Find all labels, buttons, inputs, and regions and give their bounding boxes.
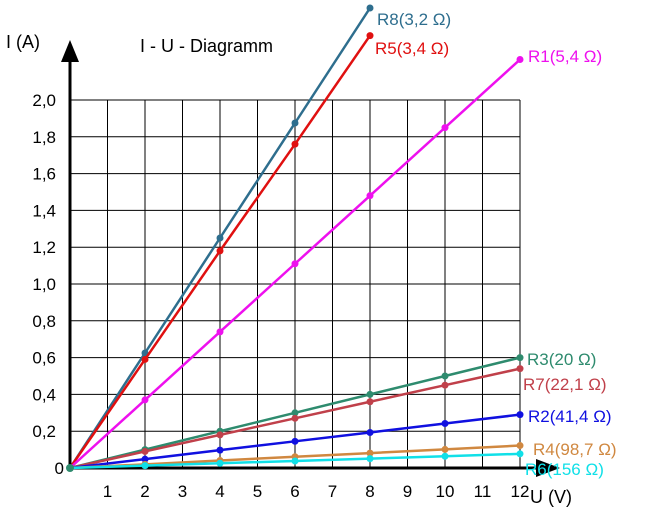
series-label: R2(41,4 Ω) bbox=[528, 407, 612, 426]
data-point bbox=[516, 411, 524, 419]
x-axis-label: U (V) bbox=[530, 487, 572, 507]
series-label: R6(156 Ω) bbox=[525, 460, 604, 479]
x-tick-label: 3 bbox=[178, 482, 187, 501]
data-point bbox=[216, 247, 224, 255]
data-point bbox=[366, 4, 374, 12]
y-tick-label: 2,0 bbox=[32, 91, 56, 110]
data-point bbox=[366, 390, 374, 398]
data-point bbox=[516, 354, 524, 362]
x-tick-label: 7 bbox=[328, 482, 337, 501]
x-tick-label: 5 bbox=[253, 482, 262, 501]
data-point bbox=[216, 446, 224, 454]
series-label: R7(22,1 Ω) bbox=[523, 375, 607, 394]
data-point bbox=[141, 355, 149, 363]
x-tick-label: 2 bbox=[140, 482, 149, 501]
y-tick-label: 1,6 bbox=[32, 165, 56, 184]
data-point bbox=[216, 459, 224, 467]
data-point bbox=[366, 428, 374, 436]
y-tick-label: 1,2 bbox=[32, 238, 56, 257]
data-point bbox=[516, 56, 524, 64]
series-label: R5(3,4 Ω) bbox=[375, 39, 449, 58]
data-point bbox=[141, 462, 149, 470]
data-point bbox=[141, 447, 149, 455]
data-point bbox=[216, 234, 224, 242]
data-point bbox=[141, 396, 149, 404]
origin-point bbox=[66, 464, 74, 472]
data-point bbox=[291, 414, 299, 422]
y-axis-label: I (A) bbox=[6, 32, 40, 52]
x-tick-label: 11 bbox=[474, 482, 492, 501]
data-point bbox=[141, 455, 149, 463]
y-axis-arrow bbox=[61, 40, 79, 62]
series-group bbox=[66, 4, 524, 472]
grid bbox=[70, 99, 521, 468]
series-label: R4(98,7 Ω) bbox=[533, 440, 617, 459]
y-tick-label: 1,4 bbox=[32, 201, 56, 220]
y-tick-label: 0,8 bbox=[32, 312, 56, 331]
x-tick-label: 8 bbox=[365, 482, 374, 501]
data-point bbox=[516, 365, 524, 373]
data-point bbox=[366, 449, 374, 457]
tick-labels: 1 2 3 4 5 6 7 8 9 10 11 120,20,40,60,81,01,21,41,61… bbox=[32, 91, 529, 501]
data-point bbox=[366, 192, 374, 200]
data-point bbox=[441, 419, 449, 427]
origin-label: 0 bbox=[55, 459, 64, 478]
data-point bbox=[291, 437, 299, 445]
x-tick-label: 10 bbox=[436, 482, 455, 501]
data-point bbox=[291, 457, 299, 465]
y-tick-label: 0,6 bbox=[32, 349, 56, 368]
series-label: R8(3,2 Ω) bbox=[377, 10, 451, 29]
axes bbox=[61, 40, 560, 477]
x-axis-arrow bbox=[536, 459, 560, 477]
data-point bbox=[291, 260, 299, 268]
data-point bbox=[441, 372, 449, 380]
y-tick-label: 1,0 bbox=[32, 275, 56, 294]
chart-title: I - U - Diagramm bbox=[140, 36, 273, 56]
x-tick-label: 6 bbox=[290, 482, 299, 501]
data-point bbox=[291, 409, 299, 417]
y-tick-label: 0,2 bbox=[32, 422, 56, 441]
data-point bbox=[441, 452, 449, 460]
x-tick-label: 12 bbox=[511, 482, 530, 501]
data-point bbox=[366, 32, 374, 40]
data-point bbox=[441, 124, 449, 132]
series-labels: R8(3,2 Ω) R5(3,4 Ω) R1(5,4 Ω) R3(20 Ω) R7(22… bbox=[375, 10, 617, 479]
data-point bbox=[291, 140, 299, 148]
series-label: R1(5,4 Ω) bbox=[528, 47, 602, 66]
data-point bbox=[366, 455, 374, 463]
x-tick-label: 9 bbox=[403, 482, 412, 501]
data-point bbox=[441, 445, 449, 453]
data-point bbox=[366, 398, 374, 406]
y-tick-label: 0,4 bbox=[32, 385, 56, 404]
data-point bbox=[291, 119, 299, 127]
data-point bbox=[516, 442, 524, 450]
x-tick-label: 4 bbox=[215, 482, 224, 501]
data-point bbox=[441, 381, 449, 389]
data-point bbox=[216, 328, 224, 336]
data-point bbox=[216, 431, 224, 439]
x-tick-label: 1 bbox=[103, 482, 112, 501]
series-label: R3(20 Ω) bbox=[527, 350, 596, 369]
y-tick-label: 1,8 bbox=[32, 128, 56, 147]
data-point bbox=[516, 450, 524, 458]
